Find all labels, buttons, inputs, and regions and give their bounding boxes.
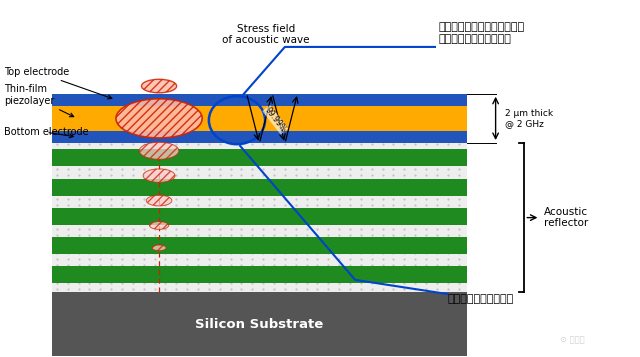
Bar: [52, 266, 467, 283]
Bar: [52, 143, 467, 292]
Bar: [52, 94, 467, 106]
Ellipse shape: [116, 99, 202, 138]
Text: 2 μm thick
@ 2 GHz: 2 μm thick @ 2 GHz: [505, 109, 554, 128]
Text: Bottom electrode: Bottom electrode: [4, 127, 88, 138]
Ellipse shape: [141, 79, 177, 93]
Text: 99.99%: 99.99%: [263, 106, 288, 134]
Bar: [52, 178, 467, 196]
Ellipse shape: [143, 169, 175, 182]
Text: 由于空气中声波阻抗非常低，
空气交界面处几乎全反射: 由于空气中声波阻抗非常低， 空气交界面处几乎全反射: [438, 22, 524, 44]
Ellipse shape: [152, 245, 166, 251]
Bar: [52, 149, 467, 166]
Text: 通过阻抗交替实现反射: 通过阻抗交替实现反射: [448, 294, 514, 304]
Text: Stress field
of acoustic wave: Stress field of acoustic wave: [222, 24, 310, 45]
Text: Thin-film
piezolayer: Thin-film piezolayer: [4, 84, 74, 117]
Text: Acoustic
reflector: Acoustic reflector: [543, 207, 588, 228]
Text: ⊙ 电路说: ⊙ 电路说: [560, 336, 584, 345]
Bar: [52, 292, 467, 356]
Ellipse shape: [150, 222, 169, 229]
Ellipse shape: [140, 142, 179, 159]
Bar: [52, 208, 467, 225]
Bar: [52, 131, 467, 143]
Bar: [52, 237, 467, 254]
Text: Silicon Substrate: Silicon Substrate: [195, 318, 323, 331]
Bar: [52, 106, 467, 131]
Ellipse shape: [147, 195, 172, 206]
Text: Top electrode: Top electrode: [4, 67, 112, 99]
